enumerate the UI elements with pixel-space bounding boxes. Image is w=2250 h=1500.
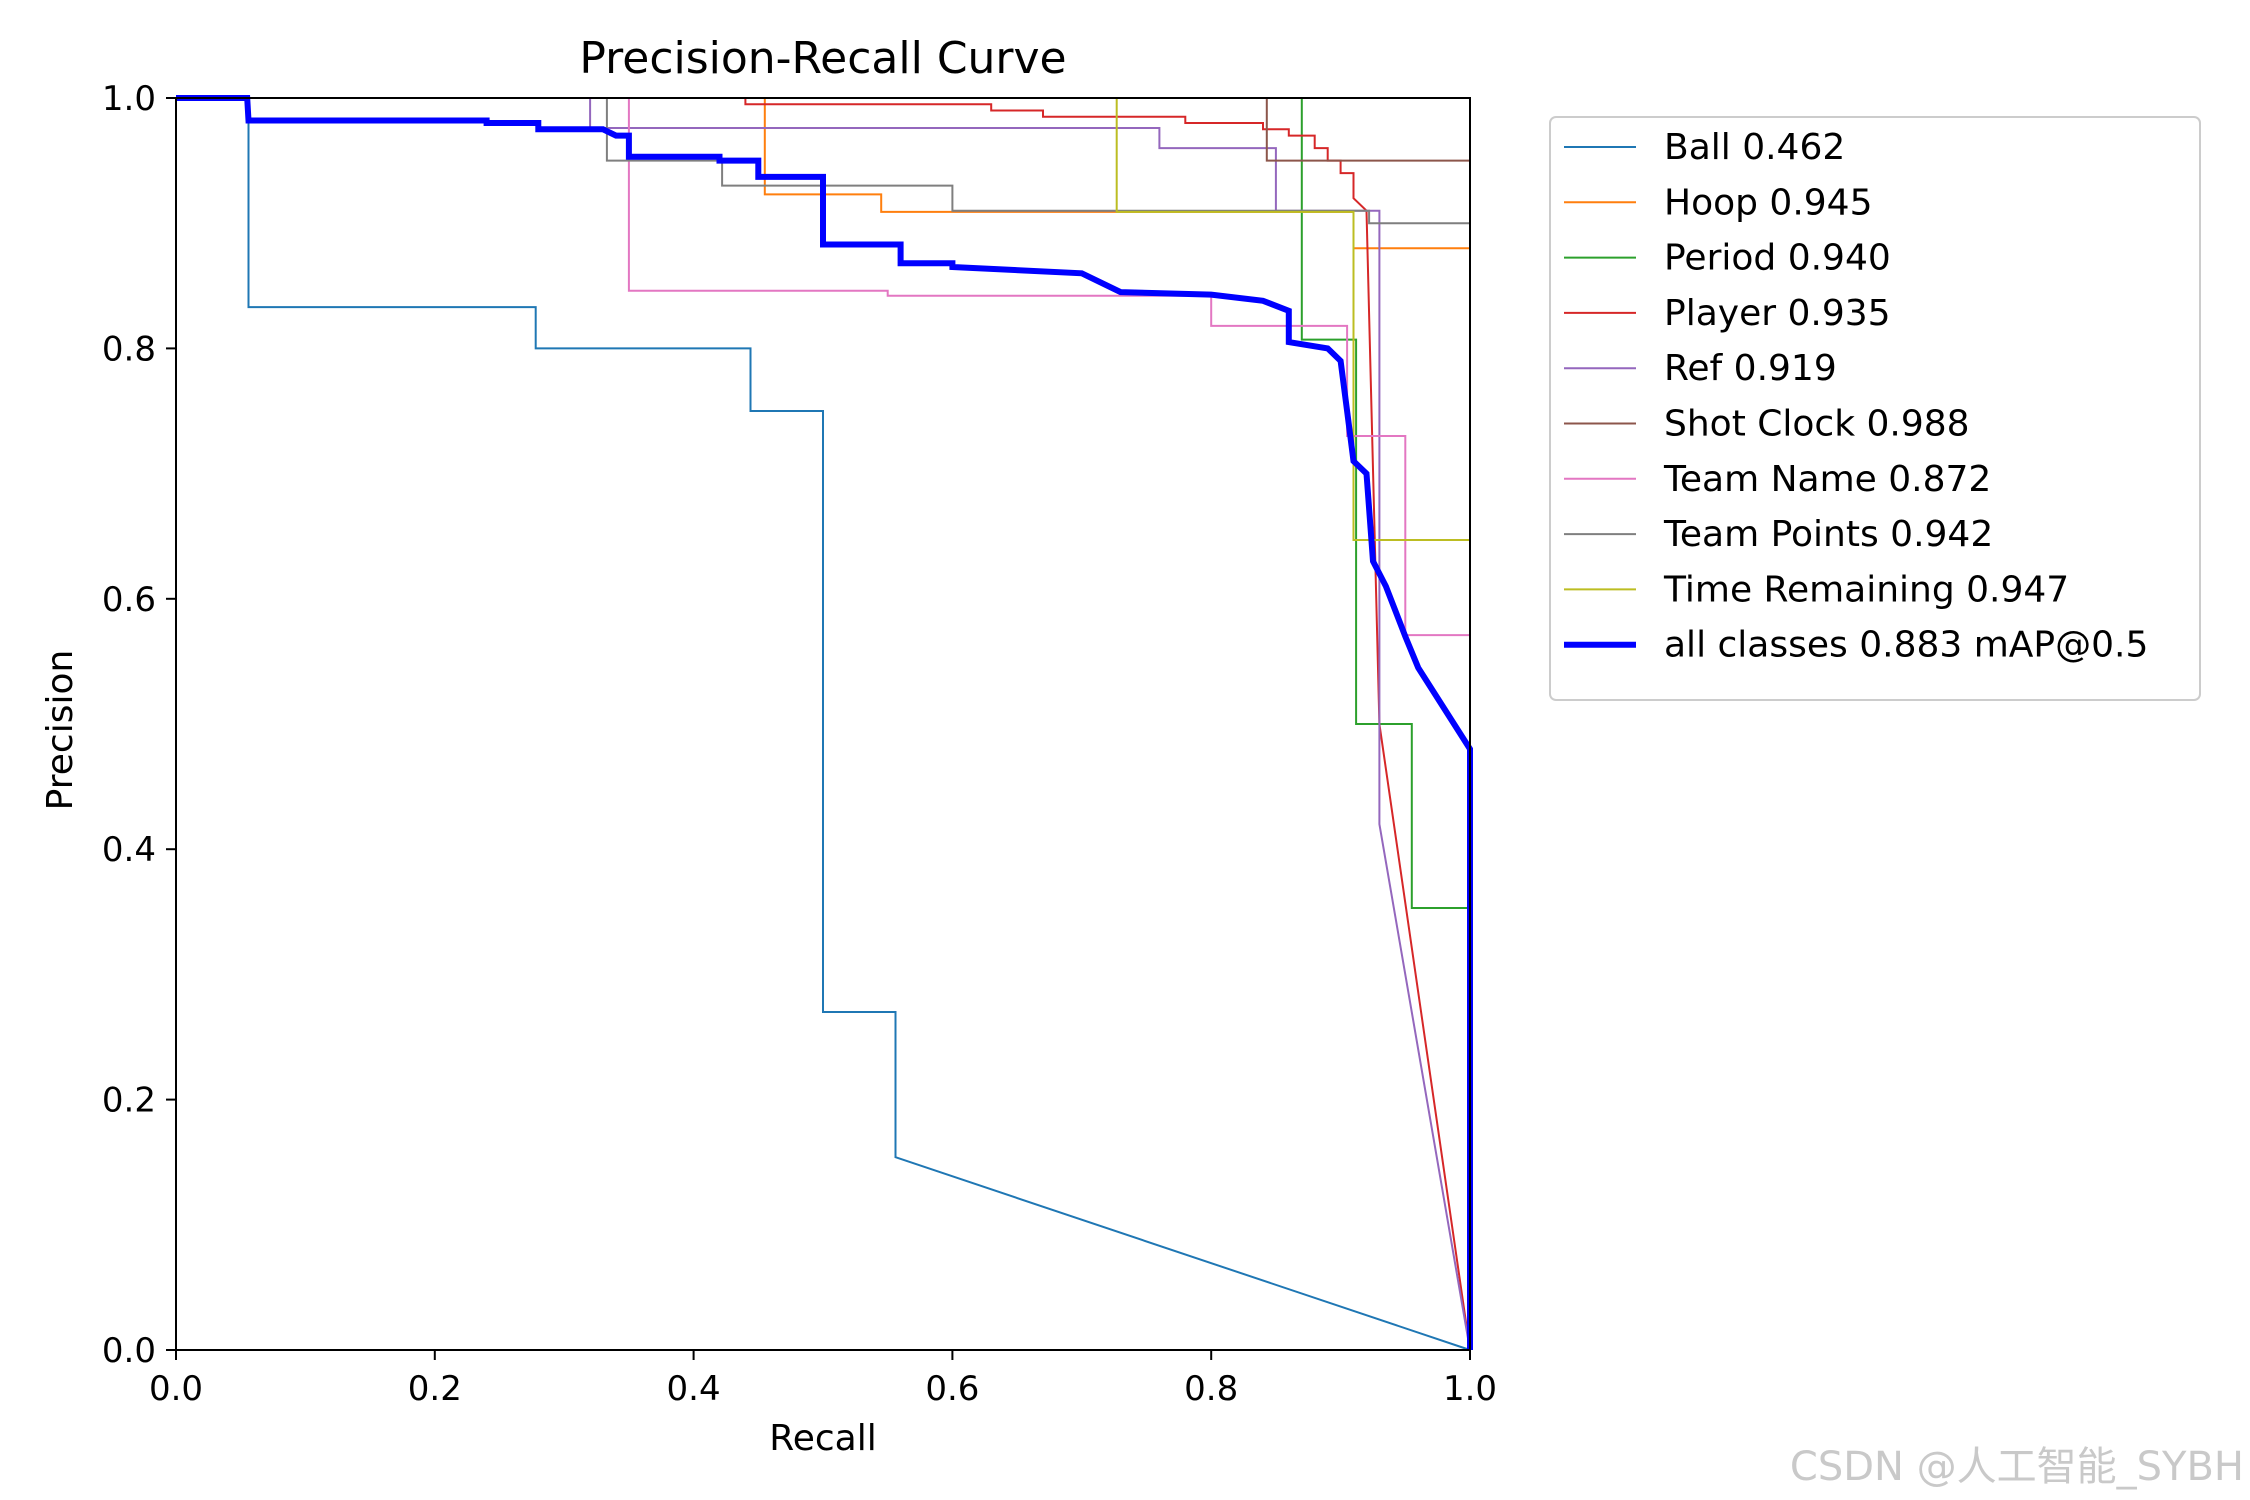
x-tick-label: 0.4	[667, 1369, 721, 1409]
legend-label: Team Name 0.872	[1663, 459, 1991, 500]
y-tick-label: 0.8	[102, 329, 156, 369]
x-tick-label: 0.2	[408, 1369, 462, 1409]
series-line-3	[176, 97, 1471, 1351]
y-tick-label: 0.2	[102, 1081, 156, 1121]
legend-label: Player 0.935	[1664, 293, 1891, 334]
legend-label: Hoop 0.945	[1664, 182, 1872, 223]
series-line-0	[176, 97, 1471, 1351]
x-tick-label: 0.0	[149, 1369, 203, 1409]
y-axis-label: Precision	[40, 650, 81, 811]
axes-frame	[175, 97, 1471, 1351]
legend-label: Ball 0.462	[1664, 127, 1845, 168]
legend-label: Time Remaining 0.947	[1663, 569, 2069, 610]
y-tick-label: 0.0	[102, 1331, 156, 1371]
legend-label: Shot Clock 0.988	[1664, 404, 1970, 445]
series-line-4	[176, 97, 1471, 1351]
chart-title: Precision-Recall Curve	[579, 33, 1066, 84]
legend-box	[1549, 116, 2201, 701]
x-tick-label: 0.6	[925, 1369, 979, 1409]
series-line-1	[176, 97, 1471, 1350]
series-line-6	[176, 97, 1471, 1350]
legend-label: all classes 0.883 mAP@0.5	[1664, 625, 2148, 666]
x-axis-label: Recall	[769, 1418, 876, 1459]
series-line-2	[176, 97, 1471, 1350]
plot-area: 0.0 0.2 0.4 0.6 0.8 1.0 0.0 0.2 0.4 0.6 0.8 1.0	[102, 79, 1497, 1409]
series-line-7	[176, 97, 1471, 1350]
series-line-9	[176, 95, 1473, 1350]
legend-label: Team Points 0.942	[1663, 514, 1993, 555]
legend-label: Ref 0.919	[1664, 348, 1837, 389]
legend: Ball 0.462 Hoop 0.945 Period 0.940 Player 0…	[1549, 116, 2201, 701]
watermark: CSDN @人工智能_SYBH	[1789, 1444, 2244, 1490]
y-tick-label: 0.6	[102, 580, 156, 620]
x-tick-label: 0.8	[1184, 1369, 1238, 1409]
y-tick-label: 1.0	[102, 79, 156, 119]
legend-label: Period 0.940	[1664, 238, 1891, 279]
x-tick-label: 1.0	[1443, 1369, 1497, 1409]
y-tick-label: 0.4	[102, 830, 156, 870]
